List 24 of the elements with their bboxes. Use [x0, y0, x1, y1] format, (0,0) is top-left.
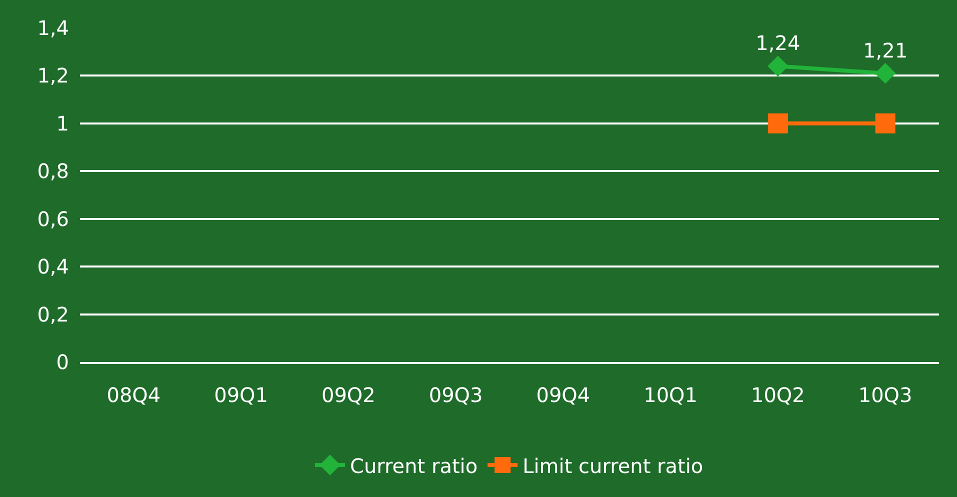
point: [875, 113, 896, 134]
y-tick-label: 0: [56, 350, 69, 374]
point: [768, 56, 788, 77]
y-tick-label: 1: [56, 111, 69, 136]
point: [874, 62, 896, 84]
x-tick-label: 09Q3: [428, 382, 483, 407]
y-tick-label: 0,6: [37, 206, 69, 231]
x-tick-label: 10Q3: [858, 382, 912, 407]
y-tick-label: 0,4: [37, 254, 69, 279]
x-tick-label: 10Q2: [750, 382, 805, 407]
y-tick-label: 1,2: [37, 64, 69, 88]
legend-label: Limit current ratio: [522, 454, 704, 478]
x-tick-label: 08Q4: [106, 382, 161, 407]
x-tick-label: 10Q1: [644, 382, 698, 407]
data-label: 1,24: [756, 31, 800, 56]
x-tick-label: 09Q1: [214, 382, 268, 407]
y-tick-label: 1,4: [37, 16, 69, 40]
legend-label: Current ratio: [350, 454, 478, 478]
x-tick-label: 09Q2: [321, 382, 376, 407]
y-tick-label: 0,8: [37, 159, 69, 184]
data-label: 1,21: [863, 38, 908, 62]
y-tick-label: 0,2: [37, 302, 69, 326]
x-tick-label: 09Q4: [536, 382, 590, 407]
point: [768, 113, 788, 134]
